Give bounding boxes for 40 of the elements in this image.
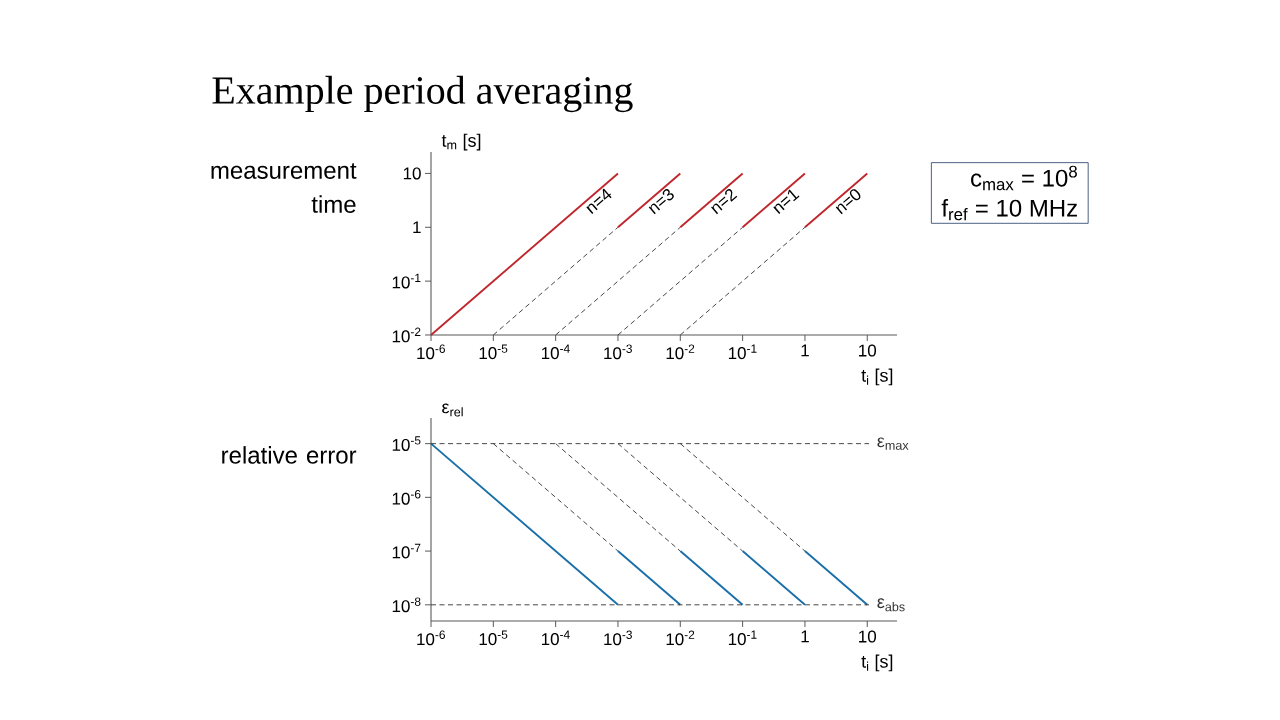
x-tick-label: 10$^{-5}$ bbox=[479, 630, 508, 646]
y-axis-title: ε$_{rel}$ bbox=[442, 403, 463, 417]
x-axis-title: t$_{i}$ [s] bbox=[861, 368, 893, 386]
x-tick-label: 1 bbox=[801, 630, 809, 643]
y-tick-label: 10$^{-7}$ bbox=[392, 543, 421, 559]
y-axis-title: t$_{m}$ [s] bbox=[441, 133, 481, 151]
x-tick-label: 10$^{-2}$ bbox=[666, 344, 695, 360]
x-tick-label: 1 bbox=[801, 344, 809, 357]
text: c$_{max}$ = 10$^{8}$ bbox=[971, 165, 1077, 191]
ref-line-label: ε$_{max}$ bbox=[877, 437, 909, 450]
ref-line-label: ε$_{abs}$ bbox=[877, 598, 905, 612]
y-tick-label: 10$^{-1}$ bbox=[392, 273, 421, 289]
y-tick-label: 10$^{-8}$ bbox=[392, 597, 421, 613]
chart-title: Example period averaging bbox=[212, 75, 633, 113]
x-tick-label: 10$^{-6}$ bbox=[417, 344, 445, 360]
text: measurement time bbox=[211, 163, 357, 213]
y-tick-label: 10 bbox=[403, 167, 421, 180]
x-tick-label: 10$^{-3}$ bbox=[604, 630, 632, 646]
y-tick-label: 10$^{-2}$ bbox=[392, 327, 421, 343]
x-tick-label: 10 bbox=[859, 344, 877, 357]
x-axis-title: t$_{i}$ [s] bbox=[861, 654, 893, 672]
x-tick-label: 10 bbox=[859, 630, 877, 643]
x-tick-label: 10$^{-2}$ bbox=[666, 630, 695, 646]
text: f$_{ref}$ = 10 MHz bbox=[941, 199, 1077, 221]
annotation: n=1 bbox=[773, 189, 800, 215]
x-tick-label: 10$^{-1}$ bbox=[728, 344, 757, 360]
x-tick-label: 10$^{-1}$ bbox=[728, 630, 757, 646]
x-tick-label: 10$^{-4}$ bbox=[541, 630, 570, 646]
y-tick-label: 10$^{-6}$ bbox=[392, 489, 421, 505]
x-tick-label: 10$^{-4}$ bbox=[541, 344, 570, 360]
annotation: n=2 bbox=[711, 189, 738, 215]
x-tick-label: 10$^{-3}$ bbox=[604, 344, 632, 360]
text: relative error bbox=[222, 446, 357, 464]
annotation: n=0 bbox=[835, 189, 861, 215]
x-tick-label: 10$^{-6}$ bbox=[417, 630, 445, 646]
y-tick-label: 1 bbox=[413, 221, 421, 234]
annotation: n=4 bbox=[586, 188, 612, 215]
annotation: n=3 bbox=[648, 189, 674, 215]
y-tick-label: 10$^{-5}$ bbox=[392, 436, 421, 451]
x-tick-label: 10$^{-5}$ bbox=[479, 344, 508, 360]
